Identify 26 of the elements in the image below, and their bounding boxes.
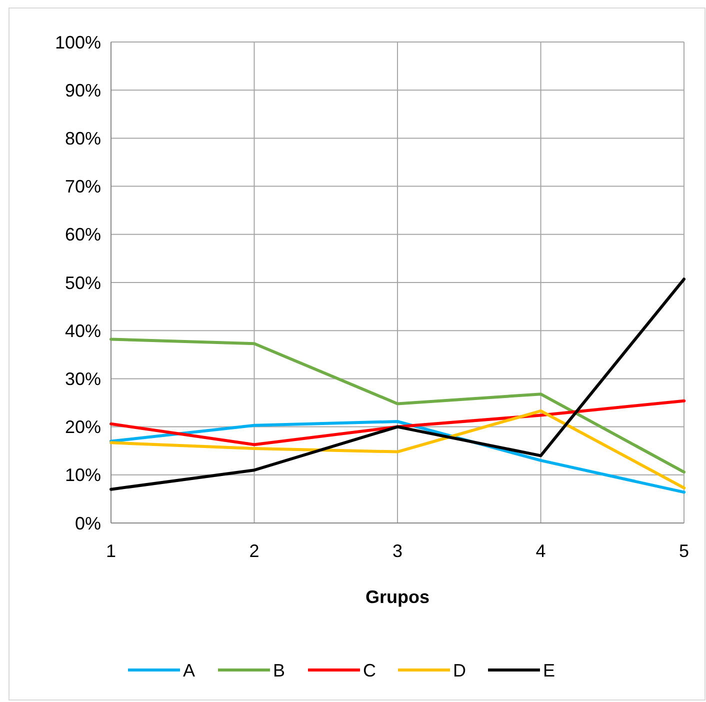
- x-tick-label: 3: [392, 541, 403, 561]
- line-series: [110, 278, 686, 491]
- y-tick-label: 50%: [64, 272, 101, 293]
- legend-label: B: [273, 660, 286, 680]
- y-tick-label: 60%: [64, 224, 101, 245]
- y-tick-label: 90%: [64, 80, 101, 100]
- x-tick-label: 2: [249, 541, 260, 561]
- line-series: [110, 338, 686, 474]
- y-tick-label: 100%: [54, 32, 101, 52]
- y-tick-label: 20%: [64, 417, 101, 438]
- legend-label: D: [453, 660, 466, 680]
- y-tick-label: 0%: [74, 513, 101, 534]
- line-series: [110, 399, 686, 446]
- y-tick-label: 70%: [64, 176, 101, 197]
- y-tick-label: 30%: [64, 369, 101, 389]
- y-tick-label: 80%: [64, 128, 101, 148]
- y-tick-label: 10%: [64, 465, 101, 486]
- x-tick-label: 1: [106, 541, 116, 561]
- y-tick-label: 40%: [64, 320, 101, 341]
- x-tick-label: 5: [678, 541, 690, 561]
- legend-label: A: [183, 660, 196, 680]
- x-tick-label: 4: [536, 541, 546, 561]
- line-series: [110, 409, 686, 490]
- x-axis-title: Grupos: [365, 587, 430, 607]
- legend-label: E: [543, 660, 556, 680]
- legend-label: C: [363, 660, 376, 680]
